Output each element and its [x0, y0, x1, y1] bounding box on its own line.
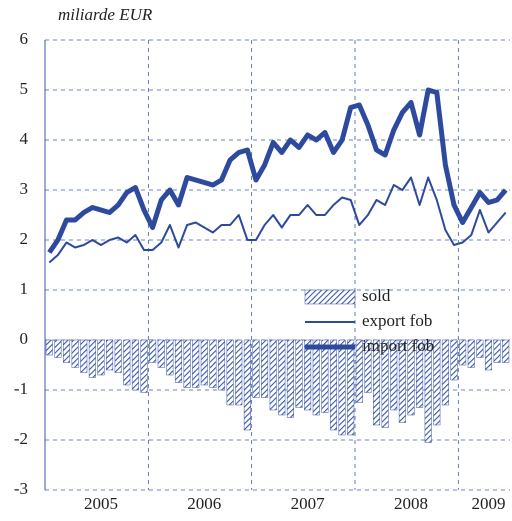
bar	[63, 339, 71, 363]
bar	[80, 339, 88, 373]
bar	[106, 339, 114, 371]
bar	[433, 339, 441, 426]
bar	[416, 339, 424, 408]
bar	[192, 339, 200, 388]
bar	[295, 339, 303, 408]
bar	[45, 339, 53, 356]
legend-swatch	[304, 289, 356, 305]
bar	[398, 339, 406, 423]
bar	[97, 339, 105, 376]
bar	[312, 339, 320, 416]
bar	[278, 339, 286, 416]
bar	[114, 339, 122, 373]
y-tick-label: 0	[20, 329, 29, 348]
y-tick-label: 5	[20, 79, 29, 98]
bar	[329, 339, 337, 431]
y-axis-label: miliarde EUR	[58, 5, 153, 24]
bar	[269, 339, 277, 411]
y-tick-label: 1	[20, 279, 29, 298]
y-tick-label: -3	[14, 479, 28, 498]
bar	[71, 339, 79, 368]
line	[48, 176, 507, 264]
y-tick-label: 6	[20, 29, 29, 48]
bar	[484, 339, 492, 371]
bar	[407, 339, 415, 416]
bar	[381, 339, 389, 428]
bar	[261, 339, 269, 398]
bar	[218, 339, 226, 391]
bar	[235, 339, 243, 406]
bar	[304, 339, 312, 411]
bar	[424, 339, 432, 443]
bar	[88, 339, 96, 378]
bar	[476, 339, 484, 358]
bar	[373, 339, 381, 426]
bar	[131, 339, 139, 391]
bar	[286, 339, 294, 418]
bar	[174, 339, 182, 383]
y-tick-label: 2	[20, 229, 29, 248]
bar	[338, 339, 346, 436]
legend-label: sold	[362, 286, 391, 305]
bar	[123, 339, 131, 386]
bar	[467, 339, 475, 368]
bar	[502, 339, 510, 363]
bar	[183, 339, 191, 388]
bar	[166, 339, 174, 376]
bar	[364, 339, 372, 393]
bar	[209, 339, 217, 388]
x-tick-label: 2008	[394, 494, 428, 513]
bar	[493, 339, 501, 363]
x-tick-label: 2006	[187, 494, 221, 513]
y-tick-label: 4	[20, 129, 29, 148]
x-tick-label: 2009	[471, 494, 505, 513]
y-tick-label: 3	[20, 179, 29, 198]
bar	[200, 339, 208, 386]
y-tick-label: -1	[14, 379, 28, 398]
bar	[54, 339, 62, 358]
bar	[149, 339, 157, 363]
legend-label: import fob	[362, 336, 434, 355]
bar	[450, 339, 458, 381]
bar	[459, 339, 467, 366]
line	[47, 87, 508, 254]
x-tick-label: 2007	[291, 494, 326, 513]
bar	[347, 339, 355, 436]
bar	[355, 339, 363, 403]
y-tick-label: -2	[14, 429, 28, 448]
x-tick-label: 2005	[84, 494, 118, 513]
bar	[243, 339, 251, 431]
bar	[441, 339, 449, 406]
bar	[321, 339, 329, 413]
bar	[157, 339, 165, 368]
bar	[226, 339, 234, 406]
bar	[252, 339, 260, 398]
bar	[390, 339, 398, 411]
legend-label: export fob	[362, 311, 432, 330]
bar	[140, 339, 148, 393]
